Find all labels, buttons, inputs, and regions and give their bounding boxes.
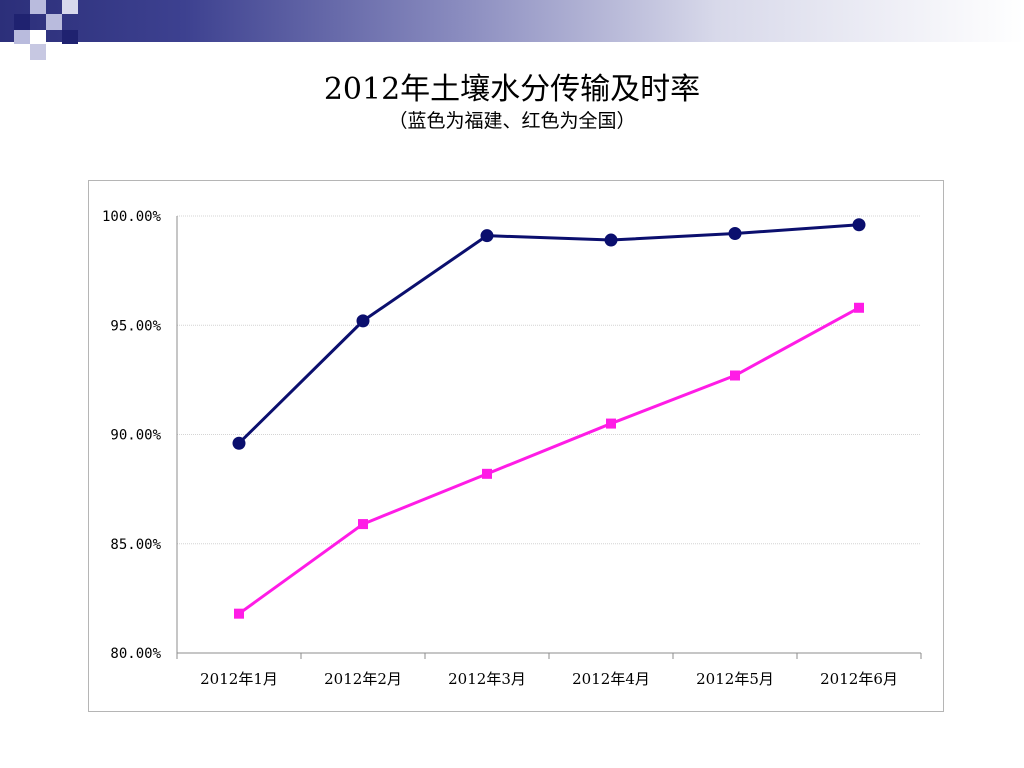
decorative-square	[30, 44, 46, 60]
decorative-square	[14, 14, 30, 30]
data-point-national	[482, 468, 492, 479]
series-line-fujian	[237, 223, 860, 445]
decorative-square	[14, 30, 30, 44]
data-point-fujian	[232, 436, 246, 450]
decorative-square	[30, 0, 46, 14]
x-tick-label: 2012年1月	[200, 670, 278, 688]
data-point-fujian	[852, 218, 866, 232]
x-tick-label: 2012年6月	[820, 670, 898, 688]
decorative-square	[46, 14, 62, 30]
data-point-national	[606, 418, 616, 429]
data-point-fujian	[604, 233, 618, 247]
data-point-fujian	[356, 314, 370, 328]
data-point-fujian	[728, 226, 742, 240]
y-tick-label: 80.00%	[110, 646, 161, 662]
data-point-national	[358, 519, 368, 530]
data-point-fujian	[480, 229, 494, 243]
decorative-square	[30, 30, 46, 44]
y-tick-label: 100.00%	[102, 209, 162, 225]
slide-subtitle: （蓝色为福建、红色为全国）	[388, 110, 636, 132]
slide-title: 2012年土壤水分传输及时率	[323, 72, 701, 107]
data-point-national	[730, 370, 740, 381]
x-tick-label: 2012年4月	[572, 670, 650, 688]
decorative-square	[62, 30, 78, 44]
header-gradient-band	[0, 0, 1024, 42]
series-line-national	[238, 306, 860, 615]
decorative-square	[62, 0, 78, 14]
data-point-national	[234, 608, 244, 619]
line-chart: 80.00% 85.00% 90.00% 95.00% 100.00% 2012年1月 20…	[102, 209, 922, 688]
y-tick-label: 90.00%	[110, 428, 161, 444]
x-tick-label: 2012年5月	[696, 670, 774, 688]
y-tick-label: 95.00%	[110, 318, 161, 334]
chart-frame: 80.00% 85.00% 90.00% 95.00% 100.00% 2012年1月 20…	[88, 180, 944, 712]
y-tick-label: 85.00%	[110, 537, 161, 553]
x-tick-label: 2012年3月	[448, 670, 526, 688]
data-point-national	[854, 302, 864, 313]
x-tick-label: 2012年2月	[324, 670, 402, 688]
